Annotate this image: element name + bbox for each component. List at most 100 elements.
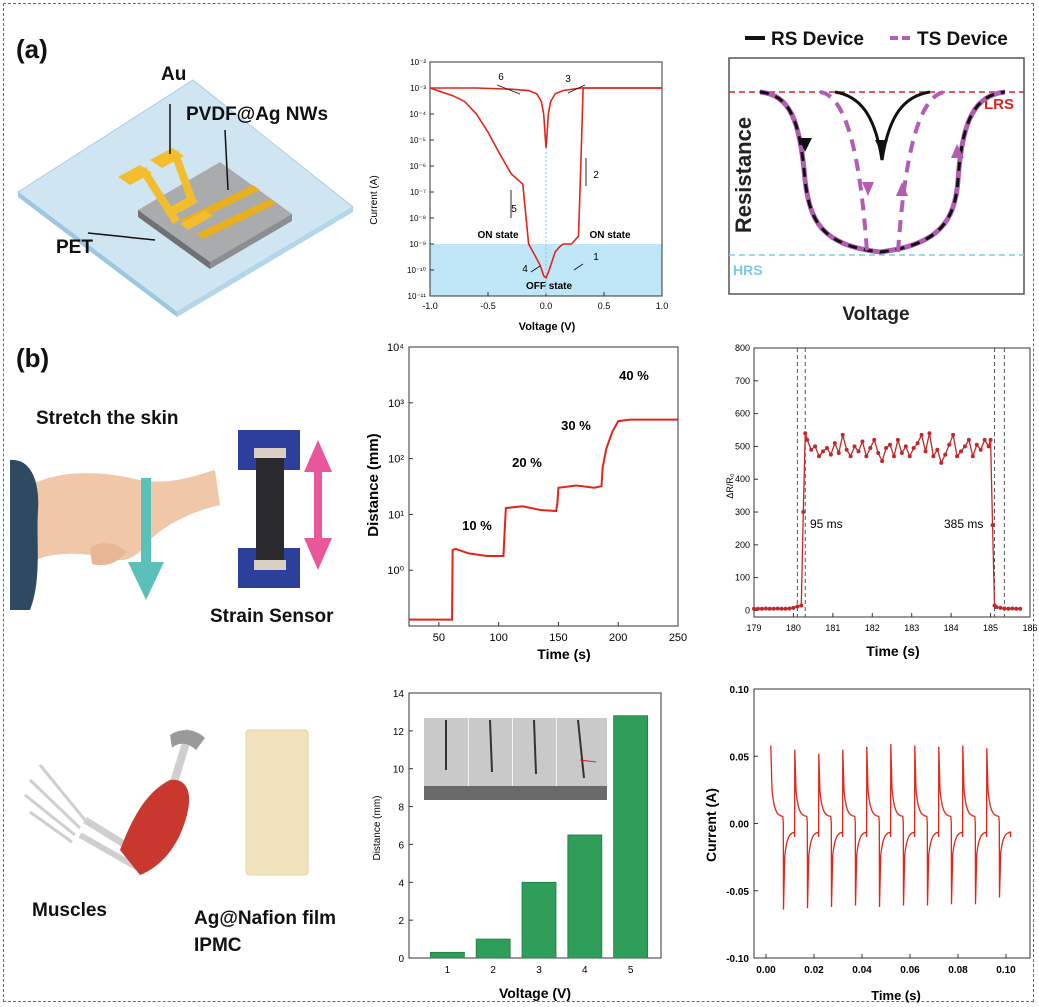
- dt-xlabel: Time (s): [537, 646, 590, 662]
- resp-point: [919, 432, 924, 437]
- ts-device-inner: [819, 90, 946, 253]
- resp-ytick-label: 300: [735, 507, 750, 517]
- resp-point: [915, 441, 920, 446]
- sensor-electrode-top: [254, 448, 286, 458]
- resp-point: [998, 605, 1003, 610]
- lrs-label: LRS: [984, 96, 1014, 113]
- ct-xtick-label: 0.08: [948, 965, 968, 976]
- resp-point: [903, 444, 908, 449]
- ct-xtick-label: 0.00: [756, 965, 776, 976]
- resp-point: [759, 606, 764, 611]
- resp-point: [828, 452, 833, 457]
- iv-step-label-5: 5: [511, 204, 517, 215]
- resp-point: [955, 454, 960, 459]
- resp-point: [844, 447, 849, 452]
- iv-ytick-label: 10⁻⁶: [410, 162, 426, 171]
- ct-xtick-label: 0.06: [900, 965, 920, 976]
- resp-point: [888, 442, 893, 447]
- iv-arrow-2: [567, 84, 586, 94]
- dt-ytick-label: 10⁴: [387, 342, 404, 354]
- panel-label-b: (b): [16, 343, 50, 373]
- ct-xlabel: Time (s): [871, 988, 921, 1003]
- resp-xtick-label: 183: [904, 623, 919, 633]
- iv-off-state: OFF state: [526, 281, 573, 292]
- gold-electrodes: [118, 148, 276, 239]
- ct-ylabel: Current (A): [703, 788, 719, 862]
- bar-xlabel: Voltage (V): [499, 985, 571, 1001]
- resp-ytick-label: 600: [735, 409, 750, 419]
- dt-step-label: 40 %: [619, 368, 649, 383]
- iv-ytick-label: 10⁻⁵: [410, 136, 426, 145]
- resp-xtick-label: 181: [825, 623, 840, 633]
- ct-ytick-label: 0.05: [730, 752, 750, 763]
- resp-point: [817, 454, 822, 459]
- direction-arrows: [799, 138, 964, 196]
- panel-label-a: (a): [16, 34, 48, 64]
- resp-point: [803, 431, 808, 436]
- resp-point: [884, 446, 889, 451]
- resp-ytick-label: 100: [735, 573, 750, 583]
- dt-xtick-label: 150: [549, 632, 567, 644]
- bar-5: [613, 715, 649, 959]
- resp-point: [783, 606, 788, 611]
- iv-step-label-6: 6: [498, 72, 504, 83]
- resp-xtick-label: 185: [983, 623, 998, 633]
- label-muscles: Muscles: [32, 900, 107, 921]
- iv-ylabel: Current (A): [369, 175, 380, 224]
- resp-point: [856, 449, 861, 454]
- muscle-illustration: [24, 728, 309, 876]
- resp-point: [824, 446, 829, 451]
- resp-xtick-label: 182: [865, 623, 880, 633]
- bar-2: [475, 938, 511, 959]
- resp-point: [752, 606, 756, 611]
- resp-point: [864, 454, 869, 459]
- label-strain-sensor: Strain Sensor: [210, 606, 334, 627]
- bar-3: [521, 881, 557, 959]
- legend-rs-label: RS Device: [771, 29, 864, 50]
- dt-curve: [409, 418, 678, 621]
- bar-4: [567, 834, 603, 959]
- label-film: Ag@Nafion film: [194, 908, 337, 929]
- resp-point: [791, 605, 796, 610]
- resp-point: [986, 444, 991, 449]
- bar-xtick-label: 3: [536, 965, 542, 976]
- label-stretch-skin: Stretch the skin: [36, 408, 179, 429]
- bar-ytick-label: 10: [393, 765, 405, 776]
- dt-ylabel: Distance (mm): [365, 433, 382, 536]
- bar-ytick-label: 0: [398, 954, 404, 965]
- iv-on-state-left: ON state: [477, 230, 519, 241]
- resp-ytick-label: 200: [735, 540, 750, 550]
- resp-point: [799, 603, 804, 608]
- resp-point: [951, 432, 956, 437]
- resp-ytick-label: 800: [735, 343, 750, 353]
- strain-sensor-strip: [256, 450, 284, 568]
- resp-point: [970, 454, 975, 459]
- dt-ytick-label: 10²: [388, 454, 404, 466]
- sensor-electrode-bottom: [254, 560, 286, 570]
- pvdf-film-edge-right: [210, 214, 292, 269]
- ct-ytick-label: -0.10: [726, 954, 749, 965]
- dt-xtick-label: 200: [609, 632, 627, 644]
- resp-point: [947, 442, 952, 447]
- resp-ytick-label: 0: [745, 605, 750, 615]
- resp-point: [891, 454, 896, 459]
- bar-ytick-label: 4: [398, 878, 404, 889]
- bar-ytick-label: 8: [398, 803, 404, 814]
- dt-ytick-label: 10³: [388, 398, 404, 410]
- resp-point: [959, 449, 963, 454]
- iv-step-label-2: 2: [593, 170, 599, 181]
- device-illustration: [17, 79, 354, 317]
- resp-xlabel: Time (s): [866, 643, 919, 659]
- resp-point: [994, 605, 999, 610]
- iv-xlabel: Voltage (V): [519, 321, 576, 333]
- iv-curve-1: [429, 87, 662, 280]
- resp-point: [848, 454, 853, 459]
- ct-xtick-label: 0.02: [804, 965, 824, 976]
- pet-substrate-edge: [18, 192, 177, 317]
- resp-point: [763, 606, 768, 611]
- iv-arrow-5: [530, 265, 541, 273]
- resp-point: [988, 437, 993, 442]
